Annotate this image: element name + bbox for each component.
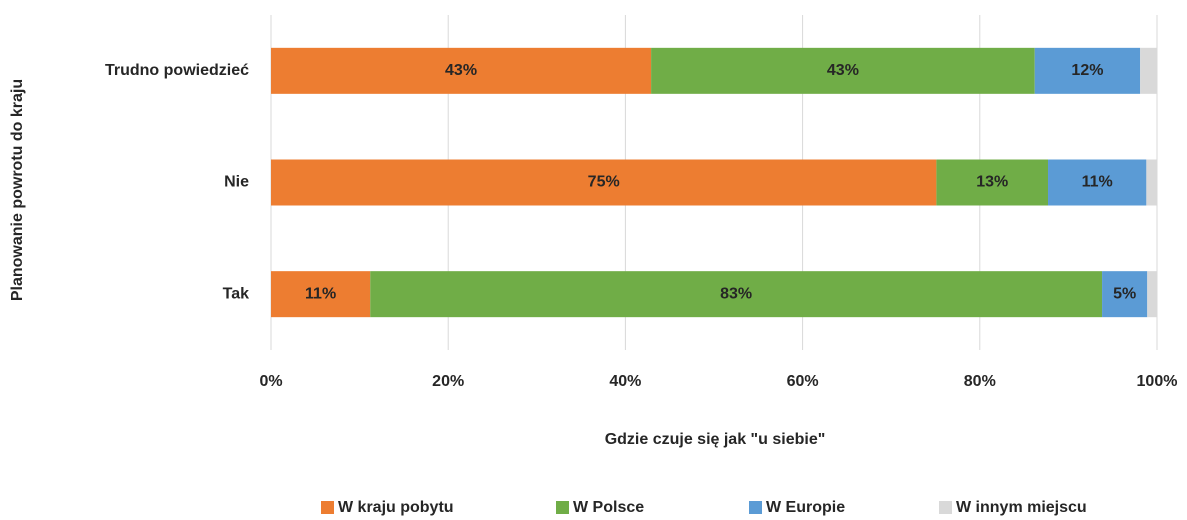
legend-swatch xyxy=(556,501,569,514)
legend-label: W innym miejscu xyxy=(956,499,1087,516)
bar-segment xyxy=(1140,47,1157,94)
data-label: 12% xyxy=(1071,62,1103,79)
data-label: 11% xyxy=(305,285,336,302)
y-tick-label: Trudno powiedzieć xyxy=(105,62,249,79)
x-axis-title: Gdzie czuje się jak "u siebie" xyxy=(605,431,826,448)
y-tick-label: Nie xyxy=(224,174,249,191)
bar-segment xyxy=(271,47,652,94)
bar-segment xyxy=(1147,271,1157,318)
bar-segment xyxy=(936,159,1049,206)
y-axis-title: Planowanie powrotu do kraju xyxy=(9,79,26,301)
data-label: 13% xyxy=(976,174,1008,191)
data-label: 11% xyxy=(1082,174,1113,191)
x-tick-label: 20% xyxy=(432,373,464,390)
data-label: 43% xyxy=(827,62,859,79)
bar-segment xyxy=(651,47,1035,94)
legend-label: W Europie xyxy=(766,499,845,516)
bar-segment xyxy=(1146,159,1157,206)
bar-segment xyxy=(271,159,937,206)
bar-segment xyxy=(1034,47,1141,94)
x-tick-label: 100% xyxy=(1137,373,1178,390)
legend-label: W kraju pobytu xyxy=(338,499,454,516)
bar-segment xyxy=(370,271,1103,318)
bar-segment xyxy=(271,271,371,318)
data-label: 43% xyxy=(445,62,477,79)
legend-swatch xyxy=(321,501,334,514)
legend-swatch xyxy=(749,501,762,514)
bar-segment xyxy=(1048,159,1147,206)
data-label: 83% xyxy=(720,285,752,302)
bar-segment xyxy=(1102,271,1148,318)
legend-label: W Polsce xyxy=(573,499,644,516)
legend-swatch xyxy=(939,501,952,514)
data-label: 5% xyxy=(1113,285,1136,302)
y-tick-label: Tak xyxy=(223,285,249,302)
x-tick-label: 40% xyxy=(609,373,641,390)
x-tick-label: 0% xyxy=(259,373,282,390)
x-tick-label: 60% xyxy=(787,373,819,390)
x-tick-label: 80% xyxy=(964,373,996,390)
data-label: 75% xyxy=(588,174,620,191)
